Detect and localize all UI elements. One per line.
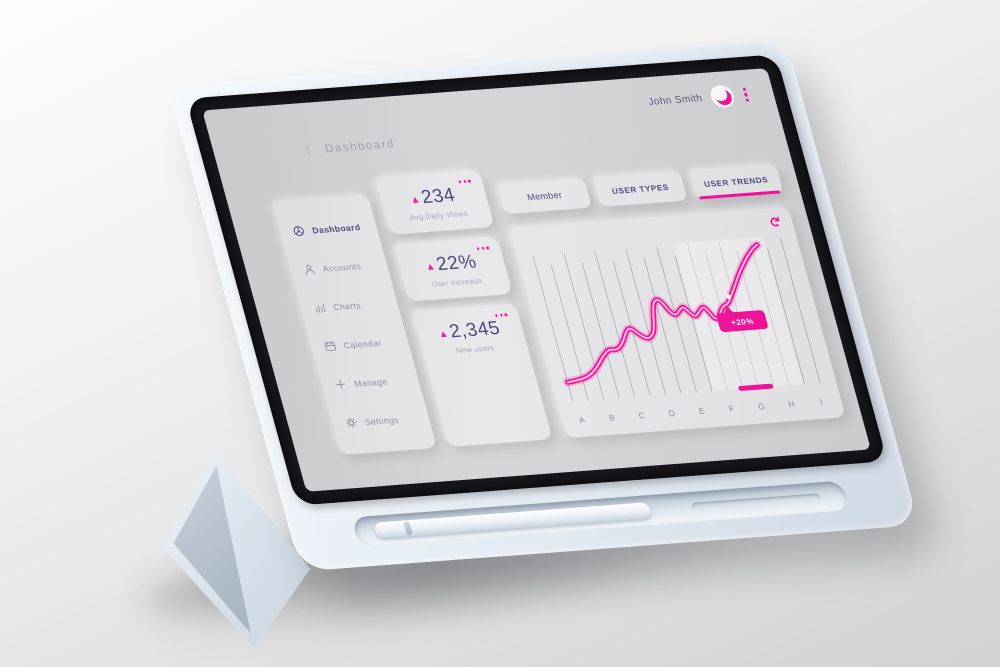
x-axis-label: I: [819, 397, 824, 407]
x-axis-label: H: [787, 399, 796, 409]
crescent-avatar-icon: [710, 85, 734, 108]
ellipsis-menu-icon[interactable]: [474, 244, 492, 252]
page-title-text: Dashboard: [323, 138, 397, 156]
sidebar-item-label: Settings: [363, 414, 400, 427]
gridline: [563, 253, 605, 400]
trend-line-core: [566, 243, 759, 384]
calendar-icon: [324, 341, 337, 352]
trend-up-icon: ▲: [439, 328, 448, 338]
tablet-screen: John Smith | Dashboard: [202, 68, 871, 492]
ellipsis-menu-icon[interactable]: [492, 311, 510, 319]
sidebar-item-settings[interactable]: Settings: [328, 398, 434, 444]
bar-chart-icon: [315, 303, 326, 313]
trend-chart: +20% A B C D E F G H I: [532, 236, 824, 425]
sidebar-item-calendar[interactable]: Calendar: [307, 321, 413, 367]
title-divider: |: [305, 144, 313, 157]
gear-icon: [346, 417, 357, 428]
stat-card-user-increase: ▲ 22% User Increase: [393, 236, 513, 302]
sidebar: Dashboard Accounts Charts: [271, 194, 437, 456]
user-icon: [306, 264, 315, 275]
selection-bar: [738, 383, 774, 391]
gridline: [767, 248, 806, 385]
x-axis-label: F: [728, 404, 736, 414]
tablet: John Smith | Dashboard: [168, 39, 920, 572]
avatar[interactable]: [707, 84, 737, 109]
sidebar-item-label: Manage: [352, 375, 389, 389]
groove-slot: [691, 493, 821, 511]
sidebar-item-accounts[interactable]: Accounts: [286, 244, 392, 290]
gridline: [532, 256, 574, 402]
sidebar-item-label: Accounts: [321, 260, 363, 274]
sidebar-item-label: Dashboard: [310, 221, 362, 236]
plus-icon: [336, 379, 346, 389]
tab-bar: Member USER TYPES USER TRENDS: [497, 163, 784, 215]
gridline: [687, 244, 728, 390]
data-point-marker: [725, 294, 731, 299]
tab-user-trends[interactable]: USER TRENDS: [688, 163, 784, 200]
gridline: [643, 257, 682, 394]
x-axis-label: B: [608, 413, 617, 423]
tooltip-pointer: [723, 305, 734, 314]
stat-card-new-users: ▲ 2,345 New users: [411, 303, 553, 447]
refresh-icon[interactable]: ↻: [764, 215, 784, 229]
tooltip-badge: [716, 310, 768, 332]
tab-label: USER TRENDS: [702, 174, 770, 189]
tab-member[interactable]: Member: [497, 178, 593, 215]
stat-card-avg-daily-views: ▲ 234 Avg Daily Views: [375, 169, 495, 235]
gridline: [594, 251, 635, 397]
kebab-menu-icon[interactable]: [740, 85, 752, 104]
pie-chart-icon: [293, 226, 304, 237]
tablet-bezel: John Smith | Dashboard: [185, 54, 888, 506]
ellipsis-menu-icon[interactable]: [456, 177, 474, 185]
page-title: | Dashboard: [305, 138, 396, 156]
stat-value: 234: [418, 184, 458, 209]
gridline: [581, 262, 620, 399]
x-axis-label: E: [697, 406, 706, 416]
tab-label: Member: [525, 189, 564, 203]
sidebar-item-label: Charts: [331, 299, 362, 312]
gridline: [625, 249, 666, 395]
user-name: John Smith: [646, 92, 704, 108]
sidebar-item-label: Calendar: [342, 337, 383, 350]
tab-user-types[interactable]: USER TYPES: [592, 170, 688, 207]
pencil-ring: [403, 521, 413, 536]
sidebar-item-charts[interactable]: Charts: [296, 283, 402, 329]
chart-card: ↻ +20% A B C D E F G H I: [509, 206, 846, 439]
tooltip-label: +20%: [730, 317, 755, 327]
x-axis-label: G: [757, 401, 767, 411]
x-axis-label: D: [667, 408, 676, 418]
gridline: [749, 239, 790, 386]
x-axis-label: C: [637, 410, 646, 420]
trend-up-icon: ▲: [426, 261, 435, 271]
sidebar-item-dashboard[interactable]: Dashboard: [275, 206, 381, 252]
gridline: [780, 237, 821, 383]
sidebar-item-manage[interactable]: Manage: [317, 359, 423, 405]
stat-value: 22%: [434, 251, 480, 276]
active-tab-indicator: [698, 190, 781, 200]
x-axis-label: A: [578, 415, 587, 425]
stat-value: 2,345: [447, 317, 503, 343]
tab-label: USER TYPES: [610, 182, 670, 196]
user-block[interactable]: John Smith: [645, 83, 752, 114]
trend-up-icon: ▲: [410, 194, 420, 204]
gridline: [656, 246, 697, 393]
gridline: [674, 255, 713, 392]
